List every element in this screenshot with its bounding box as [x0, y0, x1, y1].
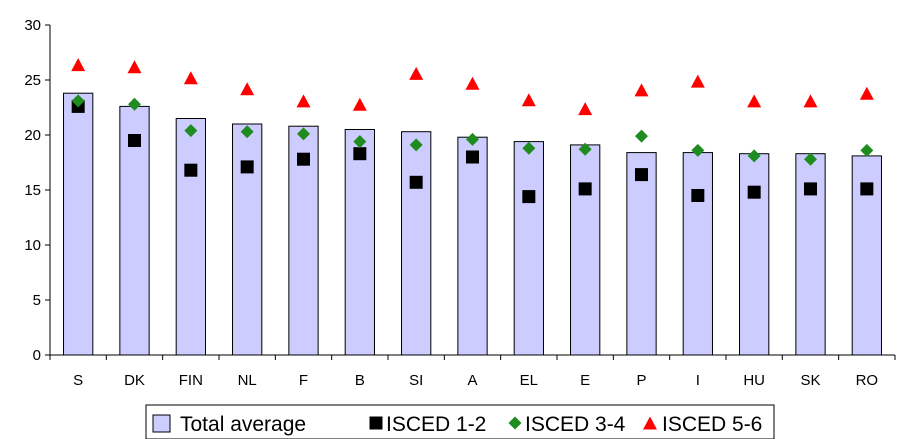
- bar: [344, 129, 375, 356]
- x-tick-label: NL: [238, 372, 257, 389]
- series-total-average: [63, 92, 882, 356]
- triangle-marker: [240, 82, 255, 96]
- triangle-marker: [521, 93, 536, 107]
- triangle-marker: [690, 74, 705, 88]
- x-tick-label: B: [355, 372, 365, 389]
- square-marker: [522, 190, 536, 204]
- legend-swatch-isced-1-2: [369, 416, 383, 430]
- x-tick-label: F: [299, 372, 308, 389]
- triangle-marker: [578, 102, 593, 116]
- diamond-marker: [297, 127, 310, 141]
- bar: [232, 123, 263, 356]
- triangle-marker: [127, 60, 142, 74]
- square-marker: [240, 160, 254, 174]
- x-tick-label: SI: [409, 372, 423, 389]
- bar: [63, 92, 94, 356]
- square-marker: [635, 168, 648, 182]
- series-isced-5-6: [71, 58, 874, 116]
- diamond-marker: [747, 149, 761, 163]
- triangle-marker: [409, 66, 424, 80]
- y-tick-label: 5: [33, 292, 41, 309]
- y-tick-label: 25: [24, 72, 41, 89]
- bar: [457, 136, 488, 356]
- bar: [682, 152, 713, 356]
- x-tick-label: EL: [520, 372, 538, 389]
- square-marker: [804, 182, 817, 196]
- legend-swatch-isced-3-4: [508, 416, 522, 430]
- square-marker: [578, 182, 592, 196]
- series-layer: [63, 58, 882, 356]
- legend-label-isced-1-2: ISCED 1-2: [386, 413, 486, 436]
- y-axis: 0 5 10 15 20 25 30: [24, 17, 51, 364]
- bar: [513, 141, 544, 356]
- y-tick-label: 30: [24, 17, 41, 34]
- diamond-marker: [353, 135, 367, 149]
- x-tick-label: DK: [124, 372, 145, 389]
- legend-label-total-average: Total average: [180, 413, 306, 436]
- triangle-marker: [803, 94, 818, 108]
- y-tick-label: 15: [24, 182, 41, 199]
- triangle-marker: [71, 58, 86, 72]
- legend-swatch-isced-5-6: [643, 416, 657, 430]
- diamond-marker: [691, 143, 705, 157]
- diamond-marker: [578, 142, 592, 156]
- triangle-marker: [352, 97, 367, 111]
- square-marker: [184, 163, 198, 177]
- square-marker: [860, 182, 874, 196]
- y-tick-label: 10: [24, 237, 41, 254]
- series-isced-3-4: [71, 94, 874, 166]
- bar: [626, 152, 657, 356]
- triangle-marker: [465, 76, 480, 90]
- square-marker: [747, 185, 761, 199]
- triangle-marker: [747, 94, 762, 108]
- square-marker: [297, 152, 310, 166]
- square-marker: [409, 175, 423, 189]
- diamond-marker: [71, 94, 85, 108]
- bar: [739, 153, 770, 356]
- diamond-marker: [128, 97, 141, 111]
- square-marker: [466, 150, 479, 164]
- triangle-marker: [183, 71, 198, 85]
- legend-label-isced-3-4: ISCED 3-4: [525, 413, 626, 436]
- x-tick-label: I: [696, 372, 700, 389]
- x-tick-label: A: [467, 372, 477, 389]
- diamond-marker: [240, 125, 254, 139]
- triangle-marker: [296, 94, 311, 108]
- bar: [570, 144, 601, 356]
- y-tick-label: 0: [33, 347, 41, 364]
- diamond-marker: [409, 138, 423, 152]
- x-tick-label: FIN: [179, 372, 203, 389]
- x-tick-label: SK: [800, 372, 820, 389]
- x-axis: S DK FIN NL F B SI A EL E P I HU SK RO: [49, 354, 896, 389]
- square-marker: [691, 189, 705, 202]
- triangle-marker: [634, 83, 649, 97]
- legend: Total average ISCED 1-2 ISCED 3-4 ISCED 5-6: [145, 404, 775, 439]
- bar: [401, 131, 432, 356]
- diamond-marker: [860, 143, 874, 157]
- legend-label-isced-5-6: ISCED 5-6: [662, 413, 762, 436]
- diamond-marker: [522, 141, 536, 155]
- triangle-marker: [859, 86, 874, 100]
- x-tick-label: P: [636, 372, 646, 389]
- series-isced-1-2: [71, 99, 874, 204]
- square-marker: [128, 134, 141, 147]
- square-marker: [353, 147, 367, 161]
- bar: [175, 118, 206, 356]
- diamond-marker: [804, 152, 817, 166]
- y-tick-label: 20: [24, 127, 41, 144]
- legend-swatch-total-average: [152, 414, 171, 433]
- x-tick-label: HU: [743, 372, 765, 389]
- diamond-marker: [184, 124, 198, 138]
- x-tick-label: RO: [856, 372, 879, 389]
- x-tick-label: S: [73, 372, 83, 389]
- diamond-marker: [466, 132, 479, 146]
- bar: [119, 105, 150, 356]
- legend-box: [145, 404, 775, 439]
- x-tick-label: E: [580, 372, 590, 389]
- diamond-marker: [635, 129, 648, 143]
